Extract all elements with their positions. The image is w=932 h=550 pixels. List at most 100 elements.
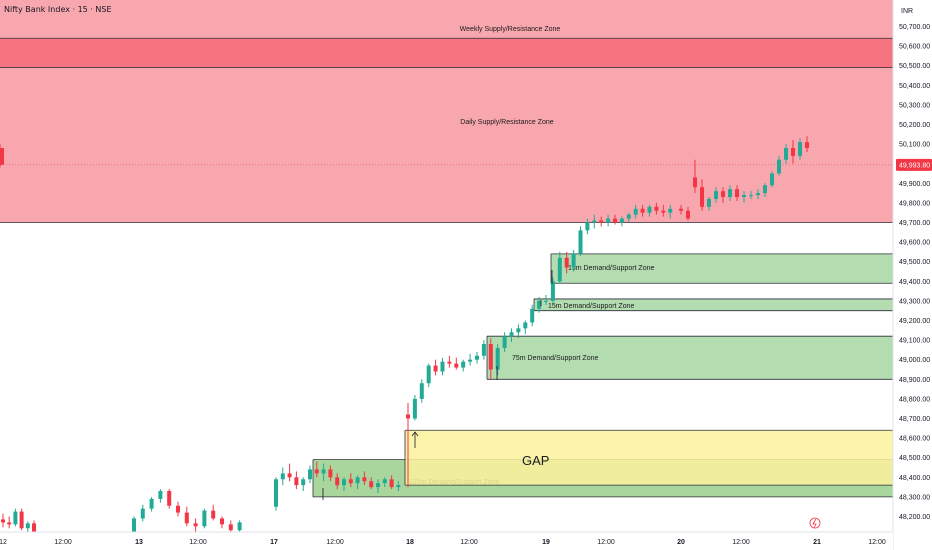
candle-body[interactable] bbox=[777, 159, 781, 174]
candle-body[interactable] bbox=[280, 473, 285, 480]
candle-body[interactable] bbox=[132, 518, 136, 533]
candle-body[interactable] bbox=[301, 479, 306, 486]
candle-body[interactable] bbox=[0, 148, 4, 154]
candle-body[interactable] bbox=[791, 148, 795, 156]
candle-body[interactable] bbox=[633, 208, 638, 215]
candle-body[interactable] bbox=[640, 208, 645, 213]
candle-body[interactable] bbox=[376, 483, 380, 488]
candle-body[interactable] bbox=[571, 253, 576, 268]
candle-body[interactable] bbox=[613, 218, 617, 223]
candle-body[interactable] bbox=[447, 361, 452, 364]
candle-body[interactable] bbox=[19, 511, 24, 529]
candle-body[interactable] bbox=[475, 355, 479, 360]
candle-body[interactable] bbox=[193, 523, 198, 527]
candle-body[interactable] bbox=[308, 469, 312, 480]
candle-body[interactable] bbox=[798, 142, 802, 156]
candle-body[interactable] bbox=[661, 210, 666, 213]
candle-body[interactable] bbox=[742, 195, 746, 198]
candle-body[interactable] bbox=[158, 491, 163, 499]
candle-body[interactable] bbox=[342, 479, 346, 486]
candle-body[interactable] bbox=[784, 148, 788, 160]
candle-body[interactable] bbox=[749, 195, 753, 197]
candle-body[interactable] bbox=[550, 281, 555, 301]
candle-body[interactable] bbox=[578, 230, 583, 254]
candle-body[interactable] bbox=[274, 479, 278, 507]
candle-body[interactable] bbox=[537, 300, 542, 309]
candle-body[interactable] bbox=[406, 414, 410, 419]
candle-body[interactable] bbox=[599, 220, 604, 223]
candle-body[interactable] bbox=[167, 491, 172, 506]
lightning-icon[interactable] bbox=[809, 517, 821, 529]
candle-body[interactable] bbox=[140, 508, 145, 519]
candle-body[interactable] bbox=[220, 518, 224, 525]
candle-body[interactable] bbox=[564, 257, 569, 268]
candle-body[interactable] bbox=[523, 322, 528, 329]
candle-body[interactable] bbox=[619, 218, 624, 223]
candle-body[interactable] bbox=[25, 523, 30, 529]
candle-body[interactable] bbox=[362, 477, 367, 482]
candle-body[interactable] bbox=[592, 220, 597, 223]
candle-body[interactable] bbox=[770, 173, 774, 186]
candle-body[interactable] bbox=[13, 511, 18, 525]
candle-body[interactable] bbox=[7, 522, 12, 525]
candle-body[interactable] bbox=[184, 512, 189, 524]
candle-body[interactable] bbox=[668, 208, 673, 213]
candle-body[interactable] bbox=[0, 153, 4, 165]
candle-body[interactable] bbox=[328, 469, 333, 478]
candle-body[interactable] bbox=[32, 523, 36, 533]
candle-body[interactable] bbox=[211, 510, 216, 519]
candle-body[interactable] bbox=[412, 398, 417, 419]
candle-body[interactable] bbox=[335, 477, 340, 486]
candle-body[interactable] bbox=[228, 524, 233, 531]
candle-body[interactable] bbox=[287, 473, 292, 478]
candle-body[interactable] bbox=[626, 214, 631, 219]
candle-body[interactable] bbox=[355, 477, 360, 484]
candle-body[interactable] bbox=[461, 361, 466, 368]
candle-body[interactable] bbox=[389, 479, 394, 488]
candle-body[interactable] bbox=[440, 361, 445, 372]
candle-body[interactable] bbox=[502, 336, 507, 348]
candle-body[interactable] bbox=[805, 142, 809, 149]
candle-body[interactable] bbox=[488, 344, 493, 370]
candle-body[interactable] bbox=[426, 365, 431, 384]
candle-body[interactable] bbox=[735, 189, 739, 198]
candle-body[interactable] bbox=[454, 363, 459, 368]
candle-body[interactable] bbox=[176, 505, 180, 513]
candle-body[interactable] bbox=[647, 206, 652, 213]
candle-body[interactable] bbox=[481, 344, 486, 356]
candle-body[interactable] bbox=[756, 193, 760, 196]
candle-body[interactable] bbox=[149, 498, 154, 509]
candle-body[interactable] bbox=[763, 185, 767, 194]
candle-body[interactable] bbox=[294, 477, 299, 486]
candle-body[interactable] bbox=[382, 479, 387, 484]
candle-body[interactable] bbox=[468, 359, 473, 362]
candle-body[interactable] bbox=[202, 510, 207, 527]
candle-body[interactable] bbox=[654, 206, 659, 211]
candle-body[interactable] bbox=[509, 332, 514, 337]
candle-body[interactable] bbox=[707, 198, 711, 207]
candle-body[interactable] bbox=[495, 347, 500, 370]
candle-body[interactable] bbox=[314, 469, 319, 474]
candle-body[interactable] bbox=[728, 189, 732, 198]
candle-body[interactable] bbox=[369, 481, 374, 488]
time-axis[interactable] bbox=[0, 532, 893, 550]
candle-body[interactable] bbox=[606, 218, 611, 223]
candle-body[interactable] bbox=[419, 383, 424, 399]
candle-body[interactable] bbox=[1, 519, 5, 523]
price-axis[interactable] bbox=[893, 0, 932, 550]
candle-body[interactable] bbox=[686, 210, 690, 219]
candle-body[interactable] bbox=[693, 177, 697, 188]
candle-body[interactable] bbox=[433, 365, 438, 372]
candle-body[interactable] bbox=[530, 308, 535, 323]
candle-body[interactable] bbox=[321, 469, 326, 474]
candle-body[interactable] bbox=[585, 222, 590, 231]
candle-body[interactable] bbox=[396, 485, 401, 488]
candle-body[interactable] bbox=[348, 479, 353, 484]
candle-body[interactable] bbox=[714, 191, 718, 199]
candle-body[interactable] bbox=[679, 208, 683, 211]
candle-body[interactable] bbox=[516, 328, 521, 333]
candle-body[interactable] bbox=[544, 300, 548, 302]
candle-body[interactable] bbox=[700, 187, 704, 207]
